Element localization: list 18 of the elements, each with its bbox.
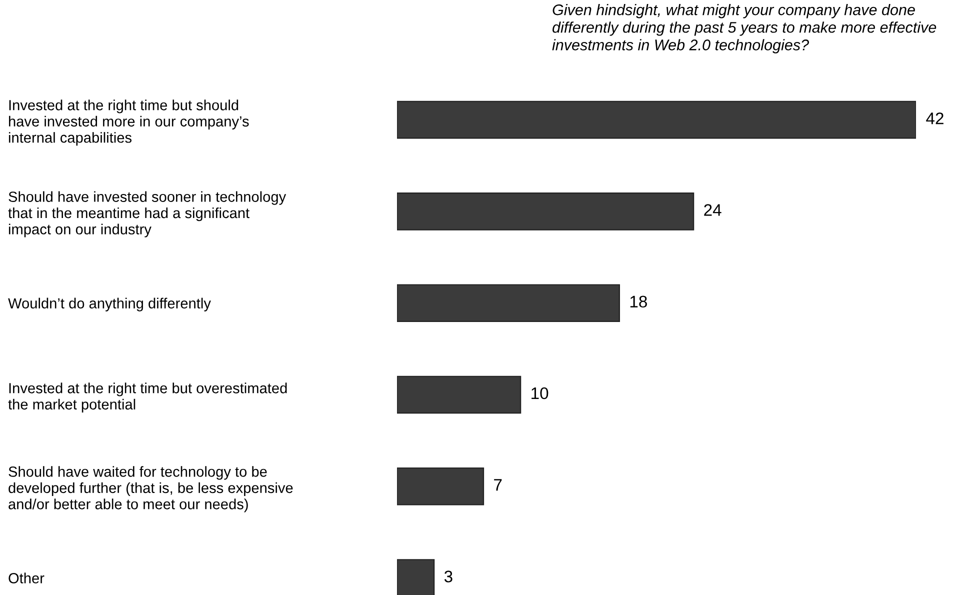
- y-tick-label: Wouldn’t do anything differently: [8, 298, 211, 312]
- data-label: 18: [630, 296, 647, 308]
- data-label: 7: [494, 479, 502, 491]
- bar: [397, 192, 694, 230]
- bar: [397, 100, 916, 139]
- data-label: 24: [704, 204, 722, 216]
- bar: [397, 376, 522, 414]
- y-tick-label: Should have waited for technology to be developed further (that is, be less expensive and/or better able to meet our needs): [8, 466, 293, 512]
- data-label: 42: [926, 112, 944, 124]
- bar: [397, 467, 484, 506]
- bar: [397, 284, 620, 322]
- chart-title: Given hindsight, what might your company have done differently during the past 5 years to make more effective investments in Web 2.0 technologies?: [552, 4, 936, 54]
- y-tick-label: Invested at the right time but overestimated the market potential: [8, 382, 287, 412]
- data-label: 10: [532, 387, 548, 400]
- y-tick-label: Other: [8, 572, 44, 584]
- data-label: 3: [444, 570, 452, 582]
- y-tick-label: Should have invested sooner in technology that in the meantime had a significant impact on our industry: [8, 191, 286, 238]
- y-tick-label: Invested at the right time but should have invested more in our company’s internal capabilities: [8, 100, 249, 146]
